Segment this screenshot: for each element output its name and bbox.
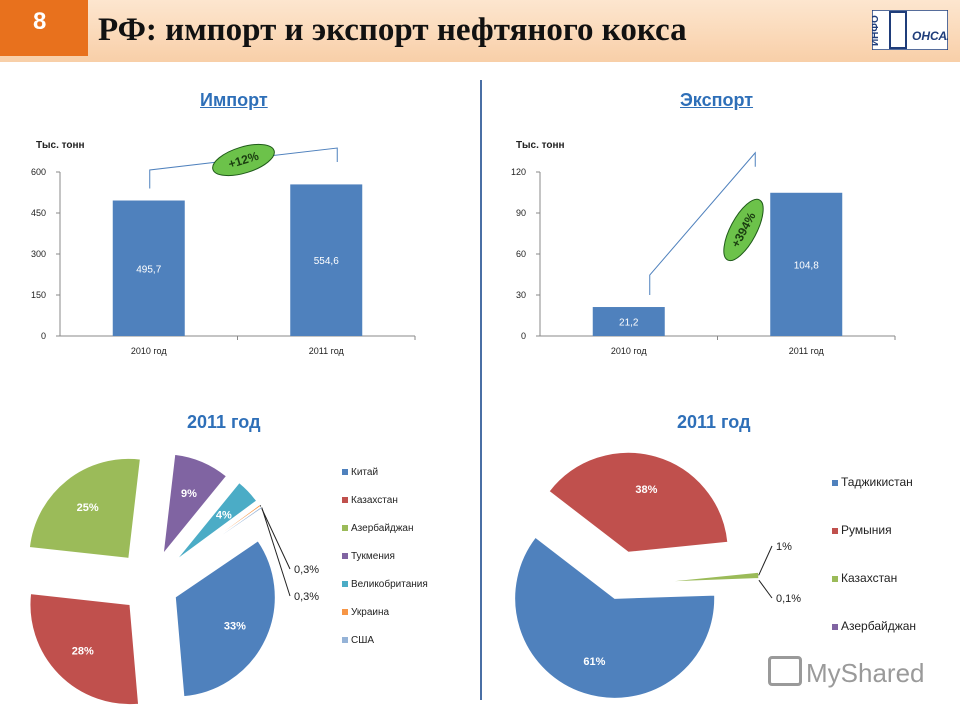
pie-value-label: 0,3% — [294, 564, 319, 576]
legend-swatch — [832, 576, 838, 582]
bar-value-label: 21,2 — [619, 318, 639, 329]
pie-slice — [162, 453, 228, 556]
import-pie-chart: 33% 28% 25% 9% 4% 0,3% 0,3% Китай Казахстан Азерб… — [28, 453, 428, 706]
legend-swatch — [342, 553, 348, 559]
bar — [290, 184, 363, 336]
company-logo: ОНСАЛТ ИНФО — [872, 10, 948, 50]
legend-swatch — [342, 469, 348, 475]
pie-leader-line — [758, 545, 773, 576]
pie-value-label: 0,3% — [294, 591, 319, 603]
pie-slice — [548, 451, 729, 553]
pie-leader-line — [758, 579, 773, 599]
bar — [112, 200, 185, 336]
export-pie-chart: 61% 38% 1% 0,1% Таджикистан Румыния Казахстан А… — [514, 451, 916, 699]
x-tick-label: 2011 год — [309, 346, 345, 356]
pie-value-label: 25% — [77, 502, 99, 514]
pie-slice — [29, 593, 140, 706]
pie-value-label: 61% — [583, 656, 605, 668]
legend-swatch — [342, 609, 348, 615]
pie-value-label: 0,1% — [776, 593, 801, 605]
legend-swatch — [342, 497, 348, 503]
legend-swatch — [342, 637, 348, 643]
legend-label: США — [351, 635, 374, 646]
pie-slice — [174, 540, 276, 698]
legend-label: Таджикистан — [841, 475, 913, 489]
pie-leader-line — [259, 505, 291, 570]
bar — [592, 307, 665, 336]
pie-value-label: 33% — [224, 620, 246, 632]
import-heading[interactable]: Импорт — [200, 90, 268, 110]
pie-value-label: 1% — [776, 541, 792, 553]
import-pie-title: 2011 год — [187, 412, 261, 432]
legend-label: Великобритания — [351, 578, 428, 590]
y-tick-label: 0 — [521, 331, 526, 341]
pie-value-label: 38% — [635, 484, 657, 496]
legend-label: Украина — [351, 607, 390, 618]
legend-label: Азербайджан — [841, 619, 916, 633]
svg-text:ОНСАЛТ: ОНСАЛТ — [912, 29, 948, 43]
bar-value-label: 554,6 — [314, 256, 339, 267]
legend-swatch — [832, 624, 838, 630]
legend-swatch — [832, 480, 838, 486]
growth-ellipse — [212, 143, 275, 177]
x-tick-label: 2011 год — [789, 346, 825, 356]
export-bar-chart: Тыс. тонн 0 30 60 90 120 21,2 2010 год 104,8 2011… — [511, 140, 896, 356]
y-tick-label: 150 — [31, 290, 46, 300]
y-tick-label: 600 — [31, 167, 46, 177]
legend-label: Казахстан — [841, 571, 897, 585]
legend-label: Китай — [351, 467, 378, 478]
x-tick-label: 2010 год — [131, 346, 167, 356]
bar-value-label: 104,8 — [794, 260, 819, 271]
legend-swatch — [342, 525, 348, 531]
page-title: РФ: импорт и экспорт нефтяного кокса — [98, 12, 687, 48]
y-tick-label: 300 — [31, 249, 46, 259]
legend-swatch — [342, 581, 348, 587]
pie-slice — [514, 536, 716, 699]
header-bar — [0, 0, 960, 62]
x-tick-label: 2010 год — [611, 346, 647, 356]
presentation-icon — [768, 656, 802, 686]
y-tick-label: 450 — [31, 208, 46, 218]
y-tick-label: 90 — [516, 208, 526, 218]
bar-value-label: 495,7 — [136, 264, 161, 275]
y-tick-label: 60 — [516, 249, 526, 259]
pie-value-label: 4% — [216, 510, 232, 522]
slide-number-badge: 8 — [0, 0, 88, 56]
pie-value-label: 9% — [181, 488, 197, 500]
pie-slice — [175, 481, 258, 561]
legend-swatch — [832, 528, 838, 534]
y-tick-label: 30 — [516, 290, 526, 300]
growth-connector — [649, 151, 756, 296]
pie-slice — [28, 457, 141, 559]
growth-ellipse — [723, 198, 764, 262]
y-tick-label: 120 — [511, 167, 526, 177]
svg-text:ИНФО: ИНФО — [872, 15, 881, 46]
pie-slice — [658, 571, 760, 583]
section-divider — [480, 80, 482, 700]
export-pie-title: 2011 год — [677, 412, 751, 432]
legend-label: Азербайджан — [351, 522, 414, 534]
bar — [770, 192, 843, 336]
pie-leader-line — [261, 507, 291, 597]
y-axis-label: Тыс. тонн — [516, 140, 565, 151]
growth-badge: +12% — [212, 143, 275, 177]
import-bar-chart: Тыс. тонн 0 150 300 450 600 495,7 2010 год 554,6… — [31, 140, 416, 356]
legend-label: Тукмения — [351, 551, 395, 562]
growth-badge: +394% — [723, 198, 764, 262]
legend-label: Румыния — [841, 523, 892, 537]
legend-label: Казахстан — [351, 495, 398, 506]
watermark: MyShared — [768, 656, 925, 689]
slide-number: 8 — [33, 8, 47, 35]
y-tick-label: 0 — [41, 331, 46, 341]
export-heading[interactable]: Экспорт — [680, 90, 754, 110]
pie-value-label: 28% — [72, 646, 94, 658]
y-axis-label: Тыс. тонн — [36, 140, 85, 151]
watermark-text: MyShared — [806, 658, 925, 688]
